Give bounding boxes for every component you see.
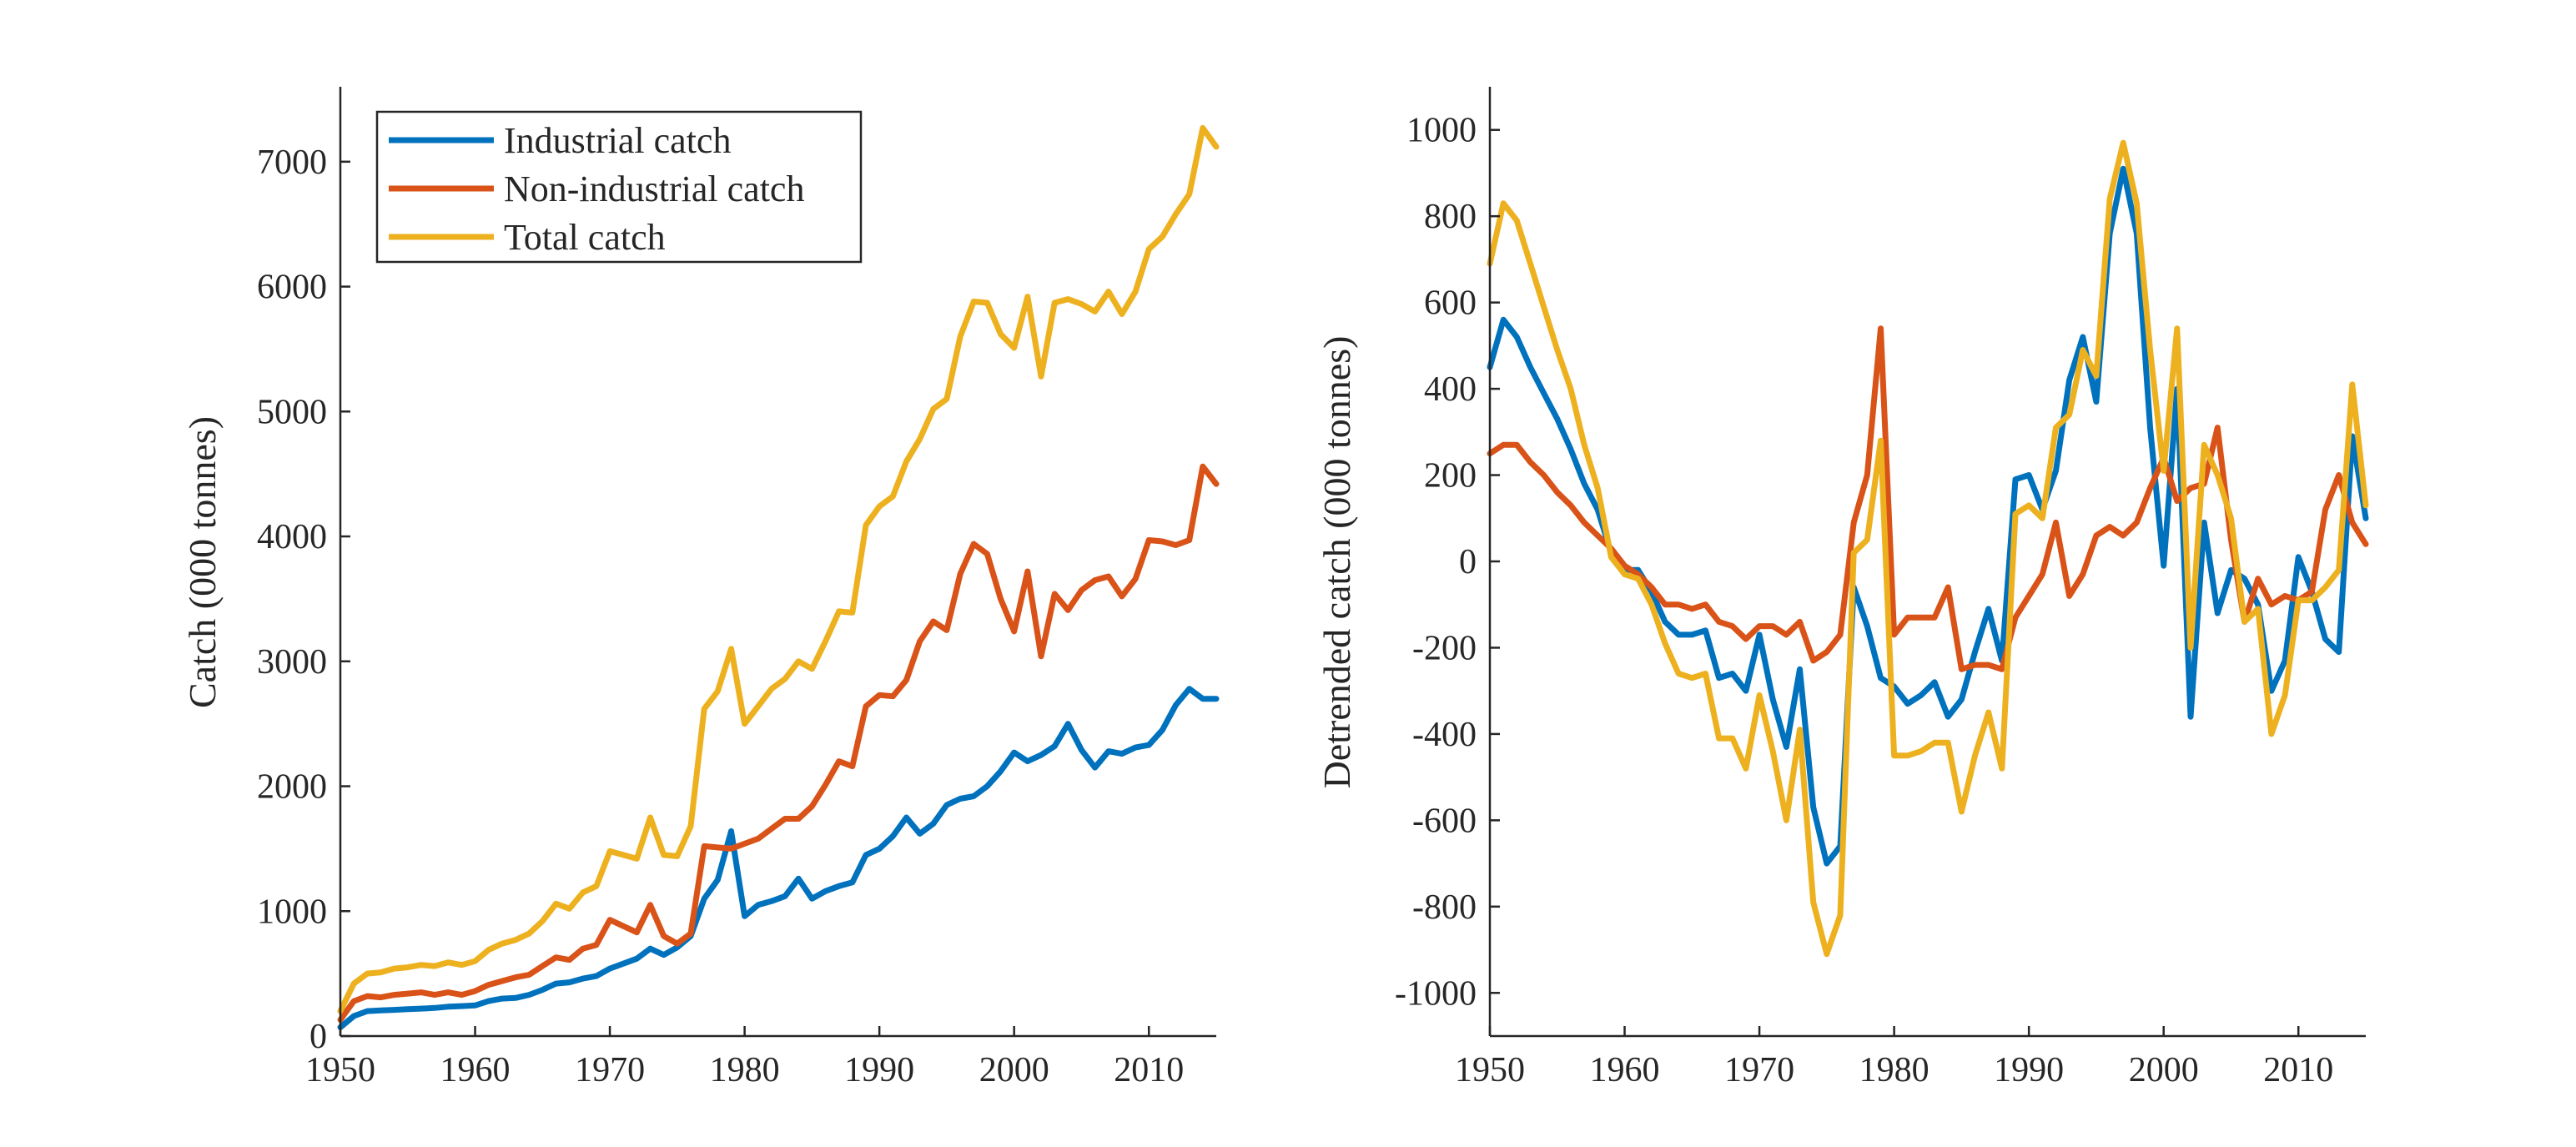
y-axis-title: Detrended catch (000 tonnes) xyxy=(1316,336,1358,789)
legend-label-total: Total catch xyxy=(504,217,666,258)
y-tick-label: 0 xyxy=(309,1018,327,1056)
y-tick-label: -200 xyxy=(1412,629,1477,667)
y-tick-label: -400 xyxy=(1412,716,1477,754)
x-tick-label: 1960 xyxy=(1590,1051,1660,1089)
y-tick-label: 1000 xyxy=(1406,112,1477,150)
series-line-0 xyxy=(337,686,1220,1030)
x-tick-label: 1970 xyxy=(1724,1051,1794,1089)
x-tick-label: 1970 xyxy=(575,1051,645,1089)
series-layer xyxy=(1487,139,2369,958)
series-line-0 xyxy=(1487,165,2369,867)
x-tick-label: 2010 xyxy=(1114,1051,1184,1089)
x-tick-label: 1990 xyxy=(1994,1051,2064,1089)
axes: 1950 1960 1970 1980 1990 2000 2010 0 1000 2000 300… xyxy=(257,87,1216,1089)
x-tick-label: 1950 xyxy=(1455,1051,1525,1089)
y-tick-label: 800 xyxy=(1424,198,1477,236)
x-tick-label: 1990 xyxy=(844,1051,914,1089)
series-layer xyxy=(337,124,1220,1030)
legend-label-non-industrial: Non-industrial catch xyxy=(504,169,804,209)
y-tick-label: 600 xyxy=(1424,284,1477,323)
x-tick-label: 1980 xyxy=(710,1051,780,1089)
legend-label-industrial: Industrial catch xyxy=(504,120,731,161)
x-tick-label: 2010 xyxy=(2263,1051,2333,1089)
series-line-1 xyxy=(1487,325,2369,672)
x-tick-label: 1980 xyxy=(1859,1051,1929,1089)
axes: 1950 1960 1970 1980 1990 2000 2010-1000-800-60… xyxy=(1395,87,2366,1089)
y-tick-label: 400 xyxy=(1424,370,1477,409)
y-tick-label: 5000 xyxy=(257,393,327,431)
y-tick-label: 0 xyxy=(1459,543,1477,581)
series-line-2 xyxy=(1487,139,2369,958)
y-tick-label: 4000 xyxy=(257,518,327,556)
y-tick-label: 2000 xyxy=(257,768,327,807)
legend: Industrial catch Non-industrial catch To… xyxy=(375,110,863,264)
series-line-2 xyxy=(337,124,1220,1014)
y-tick-label: -600 xyxy=(1412,802,1477,840)
y-tick-label: 200 xyxy=(1424,457,1477,496)
detrended-catch-chart: Detrended catch (000 tonnes) 1950 1960 197… xyxy=(1316,87,2369,1089)
y-tick-label: 3000 xyxy=(257,643,327,682)
y-tick-label: 7000 xyxy=(257,143,327,182)
x-tick-label: 1960 xyxy=(440,1051,511,1089)
series-line-1 xyxy=(337,463,1220,1023)
y-tick-label: -1000 xyxy=(1395,974,1477,1013)
y-tick-label: 6000 xyxy=(257,269,327,307)
y-tick-label: -800 xyxy=(1412,888,1477,927)
x-tick-label: 2000 xyxy=(979,1051,1049,1089)
x-tick-label: 2000 xyxy=(2129,1051,2199,1089)
catch-chart: Catch (000 tonnes) 1950 1960 1970 1980 1990 2… xyxy=(181,87,1220,1089)
y-axis-title: Catch (000 tonnes) xyxy=(181,416,224,708)
x-tick-label: 1950 xyxy=(305,1051,375,1089)
y-tick-label: 1000 xyxy=(257,893,327,931)
